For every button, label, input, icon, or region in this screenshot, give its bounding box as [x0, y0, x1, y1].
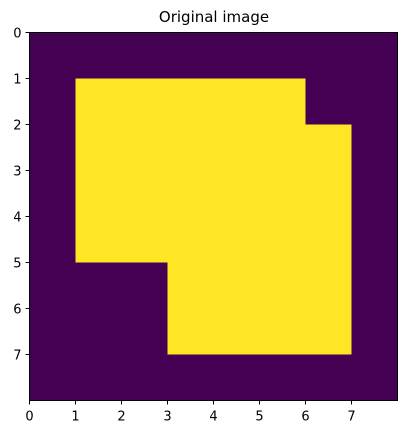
- heatmap-cell: [259, 124, 306, 171]
- y-tick-label: 1: [13, 73, 21, 88]
- heatmap-cell: [213, 308, 260, 355]
- heatmap-cell: [167, 216, 214, 263]
- y-tick-label: 5: [13, 257, 21, 272]
- y-axis: 0 1 2 3 4 5 6 7: [13, 27, 30, 364]
- y-tick-label: 0: [13, 27, 21, 42]
- heatmap-cell: [121, 170, 168, 217]
- heatmap-cell: [167, 124, 214, 171]
- heatmap-cell: [29, 354, 76, 401]
- x-axis: 0 1 2 3 4 5 6 7: [25, 400, 356, 425]
- heatmap-cell: [75, 32, 122, 79]
- heatmap-cell: [29, 78, 76, 125]
- heatmap-cell: [351, 216, 398, 263]
- heatmap-cell: [29, 216, 76, 263]
- heatmap-cell: [75, 216, 122, 263]
- heatmap-cell: [29, 124, 76, 171]
- heatmap-cell: [259, 262, 306, 309]
- heatmap-cell: [259, 78, 306, 125]
- heatmap-cell: [351, 170, 398, 217]
- heatmap-cell: [213, 124, 260, 171]
- heatmap-cell: [351, 78, 398, 125]
- heatmap-cell: [259, 32, 306, 79]
- heatmap-cell: [305, 124, 352, 171]
- heatmap-cell: [351, 354, 398, 401]
- heatmap-cell: [29, 262, 76, 309]
- heatmap-cell: [167, 262, 214, 309]
- heatmap-cell: [351, 262, 398, 309]
- heatmap-cell: [75, 308, 122, 355]
- heatmap-cell: [213, 32, 260, 79]
- heatmap-cell: [121, 32, 168, 79]
- heatmap-cell: [121, 262, 168, 309]
- heatmap-cell: [29, 170, 76, 217]
- y-tick-label: 6: [13, 303, 21, 318]
- x-tick-label: 7: [347, 410, 355, 425]
- heatmap-cell: [121, 308, 168, 355]
- heatmap-cell: [305, 32, 352, 79]
- heatmap-cell: [305, 78, 352, 125]
- heatmap-cell: [167, 170, 214, 217]
- heatmap-cell: [213, 354, 260, 401]
- heatmap-cell: [213, 262, 260, 309]
- x-tick-label: 5: [255, 410, 263, 425]
- heatmap-cell: [167, 354, 214, 401]
- heatmap-cell: [259, 216, 306, 263]
- heatmap-cell: [305, 216, 352, 263]
- heatmap-cell: [305, 262, 352, 309]
- chart-title: Original image: [159, 8, 269, 26]
- heatmap-cell: [75, 78, 122, 125]
- heatmap-cell: [213, 216, 260, 263]
- heatmap-cell: [75, 124, 122, 171]
- heatmap-cell: [259, 308, 306, 355]
- heatmap-cell: [29, 308, 76, 355]
- heatmap-cell: [213, 78, 260, 125]
- y-tick-label: 7: [13, 349, 21, 364]
- heatmap-cell: [167, 78, 214, 125]
- y-tick-label: 4: [13, 211, 21, 226]
- y-tick-label: 2: [13, 119, 21, 134]
- heatmap-cell: [167, 32, 214, 79]
- heatmap-cell: [75, 170, 122, 217]
- heatmap-cell: [213, 170, 260, 217]
- heatmap-cell: [121, 78, 168, 125]
- heatmap-cell: [351, 32, 398, 79]
- heatmap-cell: [259, 170, 306, 217]
- heatmap-cell: [351, 308, 398, 355]
- heatmap-cell: [121, 216, 168, 263]
- heatmap-cell: [75, 354, 122, 401]
- heatmap-cells: [29, 32, 398, 401]
- x-tick-label: 6: [301, 410, 309, 425]
- heatmap-cell: [305, 308, 352, 355]
- heatmap-cell: [305, 170, 352, 217]
- heatmap-cell: [75, 262, 122, 309]
- x-tick-label: 1: [71, 410, 79, 425]
- heatmap-cell: [29, 32, 76, 79]
- heatmap-cell: [259, 354, 306, 401]
- x-tick-label: 0: [25, 410, 33, 425]
- y-tick-label: 3: [13, 165, 21, 180]
- heatmap-cell: [121, 354, 168, 401]
- x-tick-label: 3: [163, 410, 171, 425]
- heatmap-cell: [167, 308, 214, 355]
- heatmap-cell: [351, 124, 398, 171]
- x-tick-label: 4: [209, 410, 217, 425]
- x-tick-label: 2: [117, 410, 125, 425]
- heatmap-cell: [305, 354, 352, 401]
- heatmap-cell: [121, 124, 168, 171]
